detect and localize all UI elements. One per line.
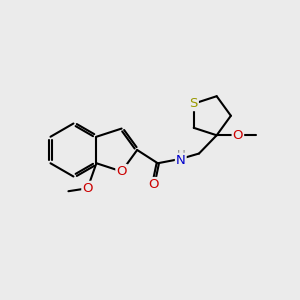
Text: S: S xyxy=(190,97,198,110)
Text: O: O xyxy=(148,178,159,191)
Text: H: H xyxy=(176,149,185,162)
Text: O: O xyxy=(232,129,243,142)
Text: N: N xyxy=(176,154,186,167)
Text: O: O xyxy=(116,165,127,178)
Text: O: O xyxy=(82,182,93,195)
